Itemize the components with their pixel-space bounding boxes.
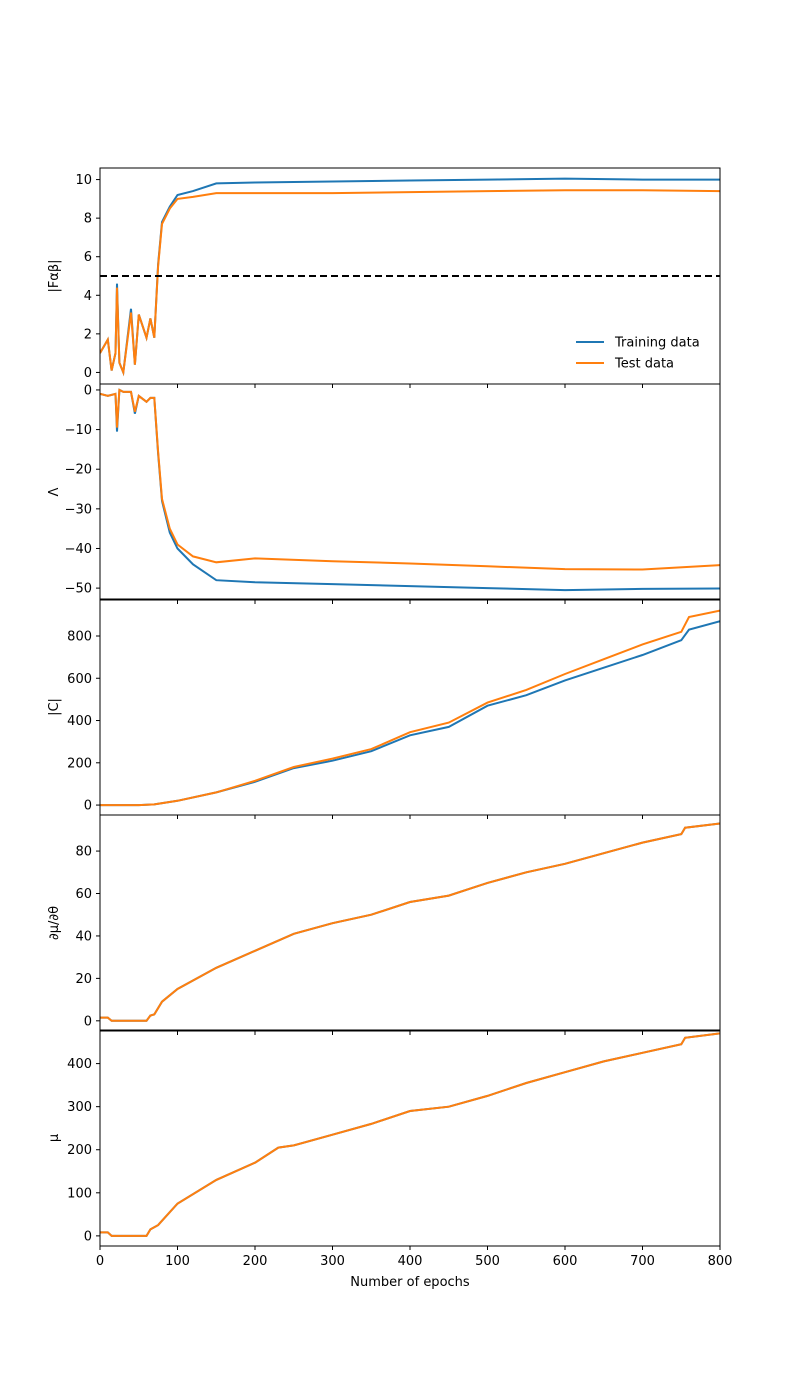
x-tick-label: 0	[96, 1254, 104, 1269]
y-tick-label: −20	[65, 463, 92, 478]
y-tick-label: 60	[75, 887, 92, 902]
y-tick-label: −40	[65, 542, 92, 557]
y-tick-label: 0	[84, 366, 92, 381]
series-line-training	[100, 1032, 720, 1237]
panel-5: 0 100 200 300 400 μ 0 100 200 300 400 500 600 700 800	[47, 1029, 733, 1269]
x-tick-label: 500	[475, 1254, 500, 1269]
y-tick-label: 300	[67, 1100, 92, 1115]
x-tick-label: 100	[165, 1254, 190, 1269]
y-axis-label: |Fαβ|	[47, 259, 62, 292]
x-axis-label: Number of epochs	[350, 1275, 470, 1290]
x-tick-label: 400	[398, 1254, 423, 1269]
series-line-test	[100, 189, 720, 377]
legend: Training data Test data	[576, 336, 700, 372]
panel-3: 0 200 400 600 800 |C|	[47, 598, 721, 819]
y-axis-label: Λ	[47, 487, 62, 496]
panel-frame	[99, 383, 721, 601]
y-tick-label: 80	[75, 845, 92, 860]
series-line-training	[100, 620, 720, 807]
x-tick-label: 800	[708, 1254, 733, 1269]
x-tick-label: 300	[320, 1254, 345, 1269]
y-tick-label: 40	[75, 929, 92, 944]
y-tick-label: 400	[67, 1057, 92, 1072]
x-tick-label: 700	[630, 1254, 655, 1269]
series-line-training	[100, 388, 720, 592]
y-tick-label: 200	[67, 1143, 92, 1158]
series-line-test	[100, 388, 720, 571]
y-tick-label: 800	[67, 629, 92, 644]
panel-frame	[99, 1029, 721, 1247]
y-tick-label: 0	[84, 1014, 92, 1029]
y-axis-label: |C|	[47, 698, 62, 716]
legend-label: Test data	[614, 357, 674, 372]
panel-2: 0 −10 −20 −30 −40 −50 Λ	[47, 383, 721, 604]
y-axis-label: ∂μ/∂θ	[47, 906, 62, 940]
y-tick-label: 600	[67, 672, 92, 687]
y-tick-label: 4	[84, 289, 92, 304]
y-tick-label: 0	[84, 799, 92, 814]
series-line-training	[100, 822, 720, 1022]
y-tick-label: 100	[67, 1186, 92, 1201]
y-tick-label: 400	[67, 714, 92, 729]
panel-1: 0 2 4 6 8 10 |Fαβ|	[47, 167, 721, 388]
y-tick-label: 2	[84, 327, 92, 342]
y-tick-label: 20	[75, 972, 92, 987]
y-tick-label: 8	[84, 212, 92, 227]
panel-4: 0 20 40 60 80 ∂μ/∂θ	[47, 814, 721, 1035]
y-tick-label: 6	[84, 250, 92, 265]
y-tick-label: −10	[65, 423, 92, 438]
y-tick-label: 0	[84, 383, 92, 398]
series-line-test	[100, 1032, 720, 1237]
y-tick-label: −50	[65, 582, 92, 597]
series-line-test	[100, 609, 720, 807]
y-tick-label: 10	[75, 173, 92, 188]
y-tick-label: −30	[65, 502, 92, 517]
y-axis-label: μ	[47, 1134, 62, 1142]
y-tick-label: 200	[67, 756, 92, 771]
series-line-test	[100, 822, 720, 1022]
chart-panels: 0246810|Fαβ|0−10−20−30−40−50Λ02004006008…	[47, 167, 733, 1269]
x-tick-label: 200	[243, 1254, 268, 1269]
legend-label: Training data	[614, 336, 700, 351]
y-tick-label: 0	[84, 1229, 92, 1244]
panel-frame	[99, 598, 721, 816]
x-tick-label: 600	[553, 1254, 578, 1269]
